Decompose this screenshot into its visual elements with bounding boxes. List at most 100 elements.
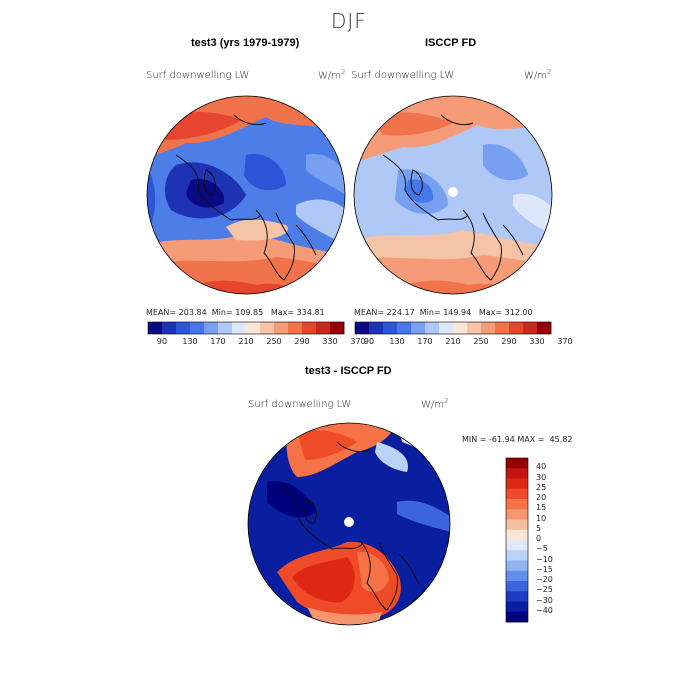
colorbar-swatch [218,322,233,334]
panel-1-variable: Surf downwelling LW [146,70,250,81]
panel-2-variable: Surf downwelling LW [351,70,455,81]
diff-panel-stats: MIN = -61.94 MAX = 45.82 [462,435,573,444]
legend-swatch [506,499,528,510]
colorbar-tick-label: 330 [322,337,338,346]
colorbar-tick-label: 210 [238,337,254,346]
diff-panel-title: test3 - ISCCP FD [305,365,392,377]
pole-hole [448,187,458,197]
colorbar-panel-1 [147,321,345,335]
legend-label: −5 [536,544,548,554]
legend-label: 25 [536,482,547,492]
legend-label: 5 [536,523,542,533]
colorbar-swatch [467,322,482,334]
polar-map-isccp [353,95,553,295]
colorbar-swatch [397,322,412,334]
colorbar-tick-label: 290 [294,337,310,346]
colorbar-tick-label: 250 [266,337,282,346]
colorbar-swatch [148,322,163,334]
colorbar-swatch [425,322,440,334]
colorbar-tick-label: 370 [350,337,366,346]
colorbar-tick-label: 130 [182,337,198,346]
colorbar-tick-label: 90 [156,337,168,346]
panel-2-units: W/m2 [524,68,552,82]
legend-swatch [506,509,528,520]
legend-swatch [506,488,528,500]
legend-label: −40 [536,605,553,615]
legend-swatch [506,570,528,582]
colorbar-panel-1-ticks: 90 130 170 210 250 290 330 370 [146,337,366,349]
colorbar-swatch [288,322,303,334]
colorbar-swatch [509,322,524,334]
colorbar-tick-label: 330 [529,337,545,346]
polar-map-test3 [146,95,346,295]
diff-legend-labels: 40 30 25 20 15 10 5 0 −5 −10 −15 −20 −25 −30 −40 [536,458,576,622]
colorbar-swatch [330,322,345,334]
legend-swatch [506,581,528,592]
legend-label: −10 [536,554,553,564]
legend-label: 0 [536,534,542,543]
diff-legend-colorbar [505,457,529,623]
colorbar-swatch [204,322,219,334]
polar-map-difference [247,422,451,626]
panel-1-units: W/m2 [318,68,346,82]
season-title: DJF [331,9,367,33]
pole-hole-diff [344,517,354,527]
legend-swatch [506,458,528,469]
colorbar-swatch [383,322,398,334]
diff-panel-variable: Surf downwelling LW [248,399,352,410]
colorbar-swatch [355,322,370,334]
panel-1-stats: MEAN= 203.84 Min= 109.85 Max= 334.81 [146,308,325,317]
legend-swatch [506,611,528,623]
colorbar-tick-label: 290 [501,337,517,346]
panel-2-stats: MEAN= 224.17 Min= 149.94 Max= 312.00 [354,308,533,317]
colorbar-swatch [523,322,538,334]
colorbar-tick-label: 170 [417,337,433,346]
diff-panel-units: W/m2 [421,397,449,411]
colorbar-swatch [316,322,331,334]
colorbar-swatch [162,322,177,334]
legend-swatch [506,529,528,541]
legend-label: 10 [536,513,547,523]
colorbar-swatch [481,322,496,334]
colorbar-tick-label: 130 [389,337,405,346]
legend-label: −30 [536,595,553,605]
colorbar-swatch [190,322,205,334]
colorbar-swatch [302,322,317,334]
legend-swatch [506,550,528,561]
legend-swatch [506,560,528,572]
colorbar-tick-label: 370 [557,337,573,346]
colorbar-tick-label: 250 [473,337,489,346]
colorbar-swatch [537,322,552,334]
legend-swatch [506,601,528,613]
colorbar-swatch [176,322,191,334]
panel-1-title: test3 (yrs 1979-1979) [191,37,300,49]
colorbar-tick-label: 170 [210,337,226,346]
colorbar-panel-2-ticks: 90 130 170 210 250 290 330 370 [353,337,573,349]
colorbar-swatch [260,322,275,334]
legend-label: −15 [536,564,553,574]
colorbar-tick-label: 210 [445,337,461,346]
colorbar-swatch [246,322,261,334]
colorbar-panel-2 [354,321,552,335]
panel-2-title: ISCCP FD [425,37,477,49]
colorbar-swatch [411,322,426,334]
colorbar-swatch [369,322,384,334]
colorbar-swatch [453,322,468,334]
legend-label: 20 [536,493,547,502]
colorbar-tick-label: 90 [363,337,375,346]
legend-swatch [506,478,528,490]
legend-label: 40 [536,462,547,472]
legend-label: 30 [536,472,547,482]
legend-swatch [506,519,528,531]
colorbar-swatch [495,322,510,334]
colorbar-swatch [439,322,454,334]
legend-swatch [506,468,528,479]
colorbar-swatch [274,322,289,334]
legend-swatch [506,540,528,551]
legend-label: −25 [536,585,553,595]
legend-label: −20 [536,575,553,584]
legend-label: 15 [536,503,547,513]
legend-swatch [506,591,528,602]
colorbar-swatch [232,322,247,334]
